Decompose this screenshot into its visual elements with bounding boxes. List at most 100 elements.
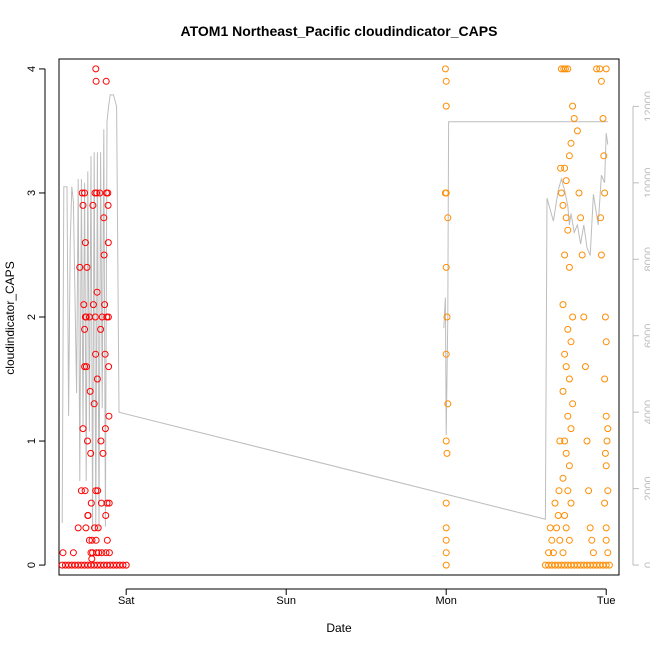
- data-point-s0-67: [94, 487, 102, 495]
- data-point-s1-5: [443, 313, 451, 321]
- data-point-s1-51: [564, 226, 572, 234]
- data-point-s1-43: [570, 115, 578, 122]
- data-point-s0-39: [83, 363, 90, 371]
- data-point-s1-46: [562, 177, 570, 185]
- data-point-s0-62: [92, 65, 100, 73]
- data-point-s0-50: [88, 536, 96, 544]
- data-point-s0-21: [122, 561, 130, 569]
- data-point-s0-79: [101, 301, 109, 309]
- data-point-s1-41: [564, 65, 572, 73]
- data-point-s1-118: [602, 65, 610, 73]
- data-point-s1-9: [443, 449, 451, 457]
- data-point-s1-83: [555, 487, 563, 495]
- data-point-s1-53: [565, 263, 573, 271]
- data-point-s0-82: [102, 512, 110, 519]
- data-point-s1-50: [562, 214, 570, 222]
- data-point-s1-102: [601, 189, 609, 197]
- data-point-s0-72: [97, 437, 105, 445]
- data-point-s1-96: [589, 549, 597, 557]
- x-axis-label: Date: [326, 621, 352, 635]
- data-point-s0-96: [105, 549, 113, 557]
- data-point-s1-8: [442, 437, 450, 445]
- data-point-s0-69: [95, 549, 103, 557]
- data-point-s1-57: [567, 338, 575, 346]
- data-point-s0-33: [76, 263, 84, 271]
- data-point-s0-95: [105, 499, 113, 507]
- data-point-s0-55: [91, 524, 98, 532]
- data-point-s1-78: [551, 499, 559, 507]
- data-point-s0-34: [78, 189, 86, 197]
- axes-layer: Sat Sun Mon Tue 0 1 2 3 4 0 2000 4000 6000 8000 10000 1…: [26, 66, 650, 607]
- data-point-s0-71: [97, 325, 105, 333]
- y2-tick-label-0: 0: [643, 562, 650, 568]
- data-point-s0-36: [81, 189, 89, 197]
- data-point-s1-89: [578, 251, 586, 259]
- data-point-s1-93: [585, 487, 593, 495]
- data-point-s0-54: [90, 400, 98, 408]
- data-point-s0-77: [100, 214, 108, 222]
- data-point-s0-38: [82, 313, 90, 321]
- points-layer: [58, 65, 613, 569]
- data-point-s1-37: [605, 561, 613, 569]
- data-point-s1-73: [565, 536, 573, 544]
- data-point-s0-60: [92, 536, 100, 544]
- y-tick-label-3: 3: [26, 190, 38, 196]
- data-point-s1-104: [597, 251, 605, 259]
- data-point-s0-48: [87, 449, 95, 457]
- data-point-s1-86: [573, 127, 581, 135]
- data-point-s1-61: [559, 387, 567, 395]
- data-point-s0-74: [98, 549, 106, 557]
- data-point-s0-59: [92, 487, 100, 495]
- data-point-s1-47: [561, 164, 569, 172]
- data-point-s1-116: [602, 536, 610, 544]
- data-point-s1-115: [602, 524, 610, 532]
- y2-tick-label-8000: 8000: [643, 247, 650, 271]
- data-point-s1-82: [545, 549, 553, 557]
- data-point-s1-70: [567, 499, 575, 507]
- data-point-s0-41: [84, 512, 92, 519]
- data-point-s1-112: [602, 462, 610, 470]
- data-point-s1-101: [600, 152, 608, 160]
- data-point-s0-94: [105, 412, 113, 420]
- data-point-s1-110: [603, 437, 611, 445]
- data-point-s1-79: [549, 549, 557, 557]
- data-point-s0-47: [86, 387, 94, 395]
- data-point-s0-80: [101, 350, 109, 358]
- data-point-s1-45: [565, 152, 573, 160]
- data-point-s1-76: [554, 512, 562, 519]
- data-point-s0-45: [82, 524, 90, 532]
- data-point-s1-88: [577, 214, 585, 222]
- data-point-s1-94: [586, 524, 594, 532]
- y2-tick-label-12000: 12000: [643, 91, 650, 122]
- data-point-s0-76: [99, 449, 107, 457]
- data-point-s0-40: [84, 437, 91, 445]
- data-point-s0-0: [59, 549, 67, 557]
- data-point-s0-52: [89, 201, 97, 209]
- data-point-s1-48: [557, 189, 565, 197]
- y-tick-label-4: 4: [26, 66, 38, 72]
- data-point-s1-74: [559, 549, 567, 557]
- data-point-s0-90: [104, 201, 112, 209]
- data-point-s1-69: [564, 487, 572, 495]
- data-point-s1-36: [602, 561, 610, 569]
- data-point-s1-12: [442, 549, 450, 557]
- data-point-s1-4: [442, 263, 450, 271]
- data-point-s1-75: [556, 536, 564, 544]
- data-point-s0-87: [103, 499, 111, 507]
- data-point-s1-0: [441, 65, 449, 73]
- data-point-s1-117: [604, 549, 612, 557]
- x-tick-label-Mon: Mon: [435, 595, 456, 607]
- y2-tick-label-2000: 2000: [643, 476, 650, 500]
- data-point-s0-42: [80, 301, 88, 309]
- y2-tick-label-10000: 10000: [643, 168, 650, 199]
- data-point-s0-91: [104, 239, 112, 247]
- data-point-s1-56: [564, 325, 572, 333]
- data-point-s1-40: [561, 65, 569, 73]
- data-point-s0-25: [79, 425, 87, 433]
- data-point-s1-106: [602, 338, 610, 346]
- data-point-s1-59: [562, 363, 570, 371]
- data-point-s1-67: [565, 462, 573, 470]
- data-point-s1-65: [561, 437, 569, 445]
- data-point-s1-60: [565, 375, 573, 383]
